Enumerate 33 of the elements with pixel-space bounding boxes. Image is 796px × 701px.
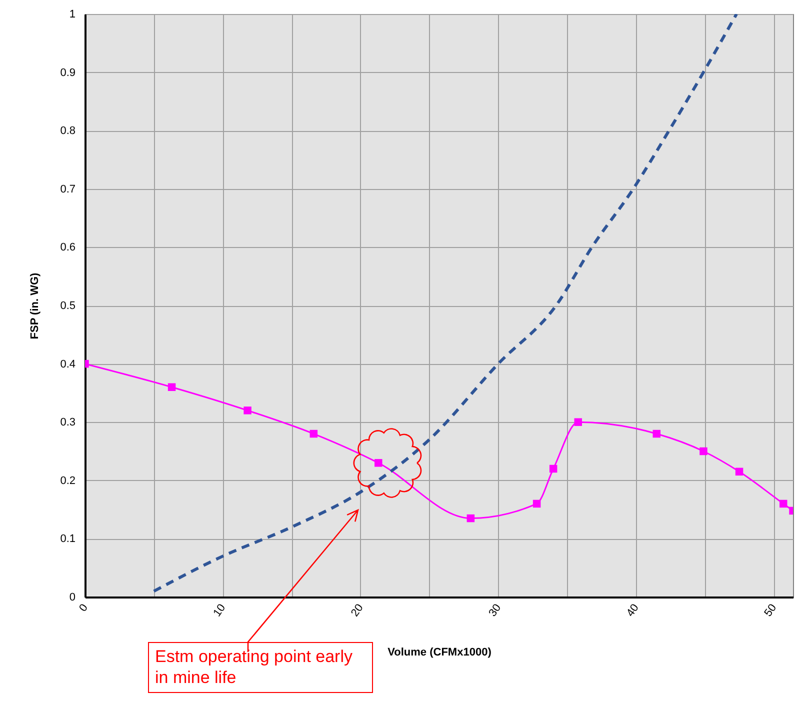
point bbox=[310, 430, 318, 438]
point bbox=[244, 406, 252, 414]
text: Estm operating point early in mine life bbox=[148, 642, 373, 692]
y-tick-label: 0.5 bbox=[60, 300, 76, 312]
point bbox=[549, 464, 558, 473]
y-tick-label: 0.7 bbox=[60, 183, 76, 196]
x-tick-label: 20 bbox=[349, 602, 366, 619]
y-tick-label: 0 bbox=[69, 592, 76, 604]
y-tick-label: 0.2 bbox=[60, 474, 76, 487]
y-tick-label: 0.4 bbox=[60, 358, 76, 370]
point bbox=[168, 383, 176, 391]
x-tick-label: 0 bbox=[77, 602, 90, 614]
point bbox=[532, 500, 541, 508]
point bbox=[652, 430, 661, 438]
y-axis-title: FSP (in. WG) bbox=[29, 272, 42, 340]
point bbox=[466, 514, 475, 522]
y-tick-label: 0.3 bbox=[60, 416, 76, 429]
y-tick-label: 0.9 bbox=[60, 66, 76, 79]
y-tick-label: 0.6 bbox=[60, 242, 76, 254]
line-series bbox=[152, 14, 738, 593]
point bbox=[735, 468, 744, 476]
point bbox=[779, 500, 788, 508]
point bbox=[374, 459, 382, 467]
y-tick-label: 0.8 bbox=[60, 125, 76, 138]
point bbox=[574, 418, 582, 426]
x-tick-label: 10 bbox=[211, 602, 228, 619]
x-axis-title: Volume (CFMx1000) bbox=[388, 646, 492, 658]
x-tick-label: 40 bbox=[624, 602, 642, 619]
x-tick-label: 30 bbox=[486, 602, 504, 619]
y-tick-label: 1 bbox=[69, 8, 76, 20]
x-tick-label: 50 bbox=[762, 602, 780, 619]
y-tick-label: 0.1 bbox=[60, 533, 76, 546]
point bbox=[700, 447, 708, 456]
